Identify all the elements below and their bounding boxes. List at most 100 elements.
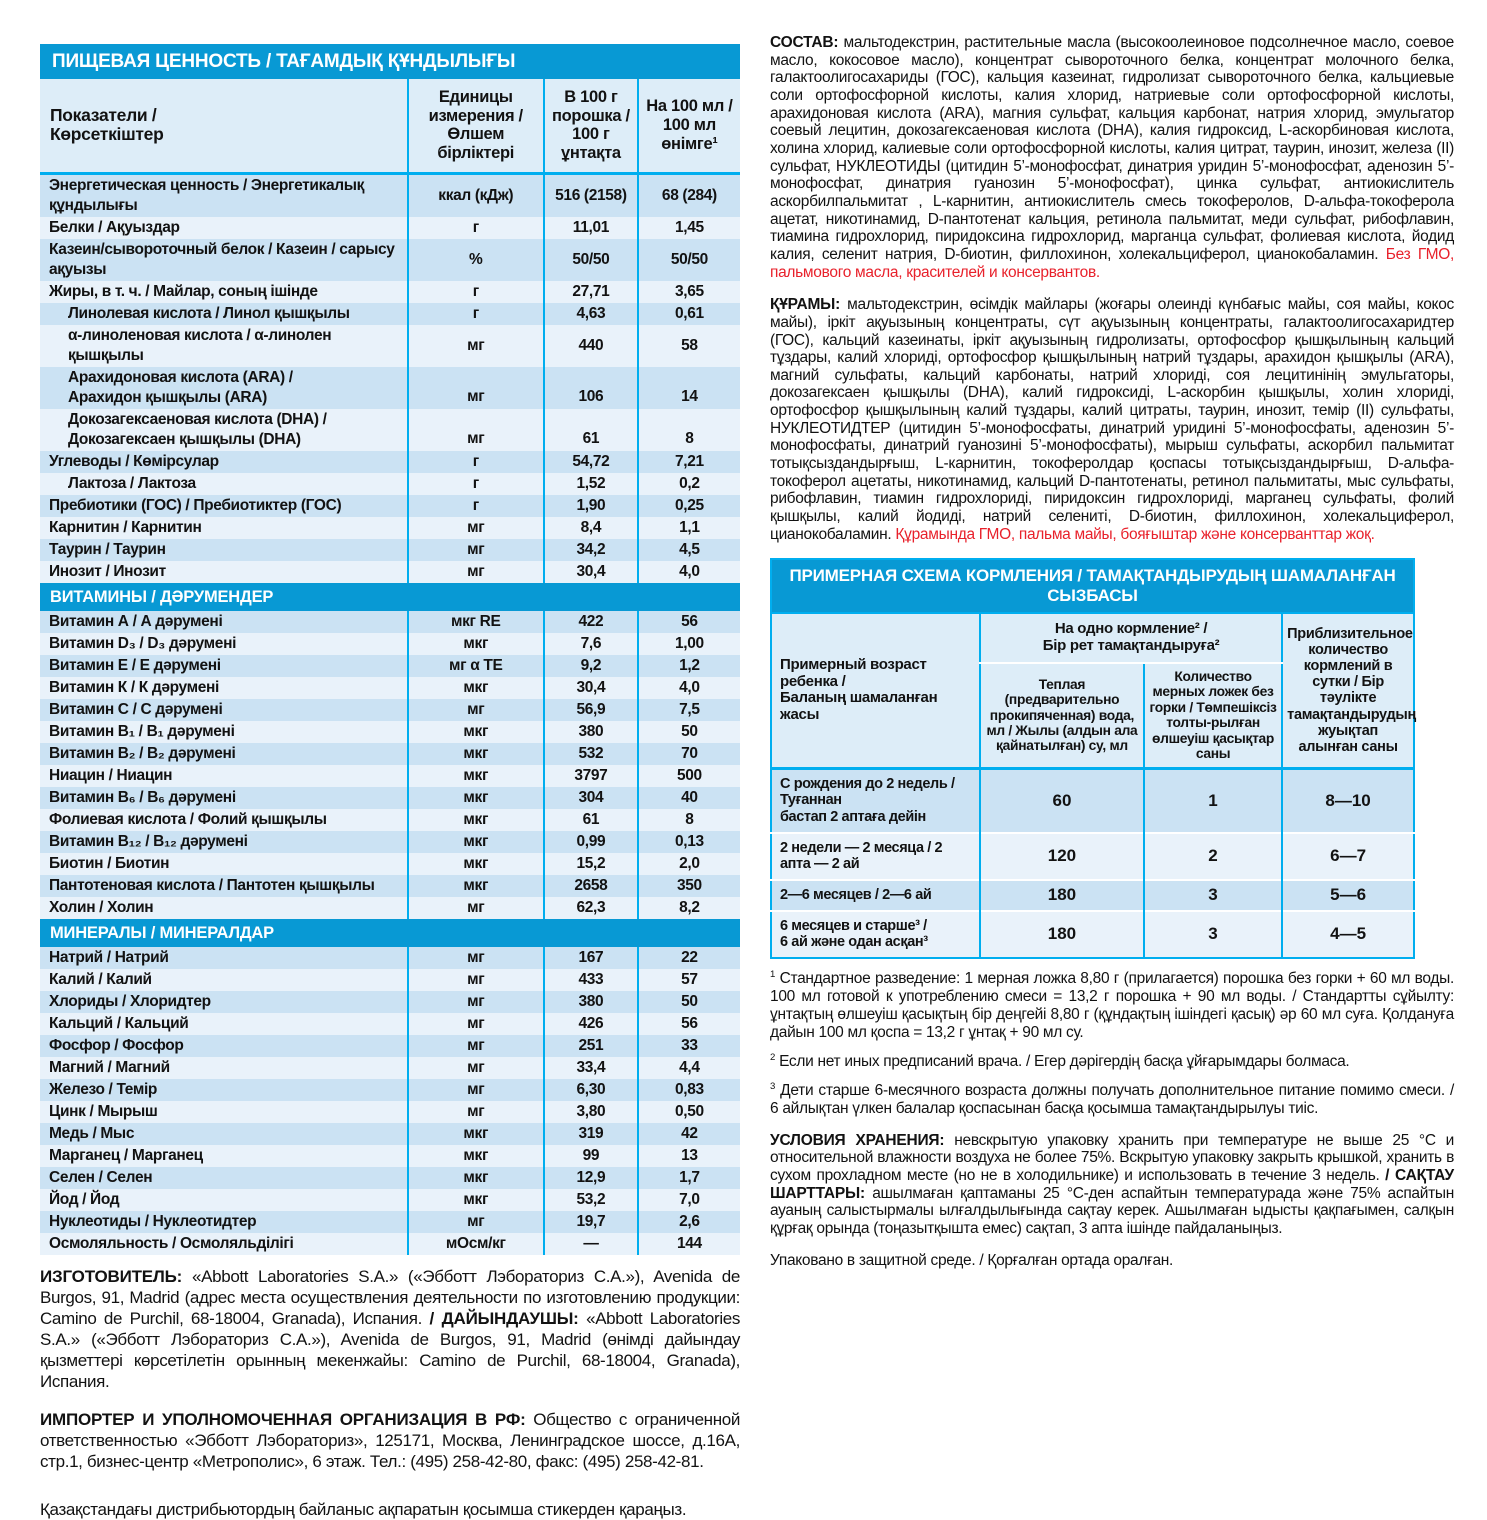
- footnote-1: 1 Стандартное разведение: 1 мерная ложка…: [770, 970, 1454, 1042]
- header-units: Единицы измерения / Өлшем бірліктері: [406, 79, 544, 175]
- footnote-2-mark: 2: [770, 1051, 776, 1063]
- per-100g-cell: 50/50: [543, 238, 638, 281]
- unit-cell: мг: [406, 538, 544, 561]
- table-row: Витамин B₁₂ / B₁₂ дәрумені мкг 0,99 0,13: [40, 830, 740, 853]
- nutrition-table-title: ПИЩЕВАЯ ЦЕННОСТЬ / ТАҒАМДЫҚ ҚҰНДЫЛЫҒЫ: [40, 44, 740, 79]
- per-100g-cell: 251: [543, 1034, 638, 1057]
- nutrient-label-cell: Железо / Темір: [40, 1078, 408, 1101]
- per-100g-cell: 27,71: [543, 280, 638, 303]
- table-row: Энергетическая ценность / Энергетикалық …: [40, 173, 740, 217]
- nutrient-label-cell: Нуклеотиды / Нуклеотидтер: [40, 1210, 408, 1233]
- footnote-1-text: Стандартное разведение: 1 мерная ложка 8…: [770, 969, 1455, 1041]
- per-100g-cell: 3,80: [543, 1100, 638, 1123]
- per-100g-cell: 532: [543, 742, 638, 765]
- per-100g-cell: 426: [543, 1012, 638, 1035]
- unit-cell: мкг RE: [406, 610, 544, 633]
- distributor-note: Қазақстандағы дистрибьютордың байланыс а…: [40, 1500, 687, 1520]
- composition-kz-paragraph: ҚҰРАМЫ: мальтодекстрин, өсімдік майлары …: [770, 296, 1454, 543]
- per-100g-cell: —: [543, 1232, 638, 1255]
- per-100ml-cell: 8,2: [636, 896, 740, 919]
- nutrition-header-row: Показатели / Көрсеткіштер Единицы измере…: [40, 79, 740, 175]
- per-100g-cell: 61: [543, 808, 638, 831]
- scoops-cell: 1: [1142, 767, 1283, 833]
- per-100g-cell: 1,90: [543, 494, 638, 517]
- per-100ml-cell: 40: [636, 786, 740, 809]
- unit-cell: мг: [406, 408, 544, 451]
- nutrient-label-cell: Хлориды / Хлоридтер: [40, 990, 408, 1013]
- nutrient-label-cell: Лактоза / Лактоза: [40, 472, 408, 495]
- feeds-per-day-cell: 5—6: [1281, 878, 1414, 911]
- unit-cell: мкг: [406, 1166, 544, 1189]
- table-row: Витамин B₂ / B₂ дәрумені мкг 532 70: [40, 742, 740, 765]
- unit-cell: мкг: [406, 632, 544, 655]
- per-100g-cell: 12,9: [543, 1166, 638, 1189]
- unit-cell: мг: [406, 1100, 544, 1123]
- water-cell: 180: [978, 909, 1144, 958]
- per-100ml-cell: 2,0: [636, 852, 740, 875]
- composition-ru-paragraph: СОСТАВ: мальтодекстрин, растительные мас…: [770, 34, 1454, 281]
- table-row: Биотин / Биотин мкг 15,2 2,0: [40, 852, 740, 875]
- per-100ml-cell: 1,2: [636, 654, 740, 677]
- nutrient-label-cell: Энергетическая ценность / Энергетикалық …: [40, 173, 408, 217]
- header-scoops: Количество мерных ложек без горки / Төмп…: [1142, 662, 1283, 769]
- per-100ml-cell: 7,5: [636, 698, 740, 721]
- per-100ml-cell: 50/50: [636, 238, 740, 281]
- table-row: Витамин К / К дәрумені мкг 30,4 4,0: [40, 676, 740, 699]
- unit-cell: мг: [406, 968, 544, 991]
- manufacturer-text-kz: «Abbott Laboratories S.A.» («Эбботт Лэбо…: [40, 1308, 741, 1391]
- unit-cell: мг: [406, 1056, 544, 1079]
- per-100ml-cell: 1,00: [636, 632, 740, 655]
- storage-paragraph: УСЛОВИЯ ХРАНЕНИЯ: невскрытую упаковку хр…: [770, 1132, 1454, 1238]
- table-row: Фолиевая кислота / Фолий қышқылы мкг 61 8: [40, 808, 740, 831]
- table-row: 2 недели — 2 месяца / 2 апта — 2 ай 120 2 6…: [771, 831, 1414, 880]
- footnote-2: 2 Если нет иных предписаний врача. / Еге…: [770, 1051, 1454, 1071]
- per-100g-cell: 380: [543, 990, 638, 1013]
- nutrient-label-cell: Магний / Магний: [40, 1056, 408, 1079]
- unit-cell: мг: [406, 946, 544, 969]
- unit-cell: мкг: [406, 786, 544, 809]
- nutrient-label-cell: Биотин / Биотин: [40, 852, 408, 875]
- nutrient-label-cell: Белки / Ақуыздар: [40, 216, 408, 239]
- per-100ml-cell: 4,0: [636, 560, 740, 583]
- unit-cell: мг: [406, 516, 544, 539]
- manufacturer-text-ru: «Abbott Laboratories S.A.» («Эбботт Лэбо…: [40, 1266, 741, 1328]
- footnote-3-mark: 3: [770, 1080, 776, 1092]
- per-100ml-cell: 8: [636, 808, 740, 831]
- footnote-2-text: Если нет иных предписаний врача. / Егер …: [779, 1052, 1350, 1070]
- per-100g-cell: 422: [543, 610, 638, 633]
- left-column: ПИЩЕВАЯ ЦЕННОСТЬ / ТАҒАМДЫҚ ҚҰНДЫЛЫҒЫ По…: [40, 44, 740, 1520]
- table-row: Арахидоновая кислота (ARA) / Арахидон қы…: [40, 366, 740, 409]
- per-100g-cell: 99: [543, 1144, 638, 1167]
- nutrient-label-cell: Холин / Холин: [40, 896, 408, 919]
- table-row: Магний / Магний мг 33,4 4,4: [40, 1056, 740, 1079]
- per-100g-cell: 6,30: [543, 1078, 638, 1101]
- per-100ml-cell: 0,2: [636, 472, 740, 495]
- unit-cell: г: [406, 494, 544, 517]
- scoops-cell: 2: [1142, 831, 1283, 880]
- table-row: Осмоляльность / Осмоляльділігі мОсм/кг —14…: [40, 1232, 740, 1255]
- per-100ml-cell: 68 (284): [636, 173, 740, 217]
- per-100ml-cell: 14: [636, 366, 740, 409]
- footnote-3-text: Дети старше 6-месячного возраста должны …: [770, 1081, 1454, 1117]
- per-100ml-cell: 500: [636, 764, 740, 787]
- per-100g-cell: 11,01: [543, 216, 638, 239]
- per-100g-cell: 0,99: [543, 830, 638, 853]
- nutrition-section-row: ВИТАМИНЫ / ДӘРУМЕНДЕР: [40, 582, 740, 611]
- per-100g-cell: 4,63: [543, 302, 638, 325]
- feeding-table: ПРИМЕРНАЯ СХЕМА КОРМЛЕНИЯ / ТАМАҚТАНДЫРУ…: [770, 558, 1416, 959]
- table-row: Хлориды / Хлоридтер мг 380 50: [40, 990, 740, 1013]
- nutrient-label-cell: Натрий / Натрий: [40, 946, 408, 969]
- table-row: Витамин B₆ / B₆ дәрумені мкг 304 40: [40, 786, 740, 809]
- table-row: Линолевая кислота / Линол қышқылы г 4,63 0,…: [40, 302, 740, 325]
- storage-text-ru: невскрытую упаковку хранить при температ…: [770, 1131, 1454, 1185]
- per-100g-cell: 106: [543, 366, 638, 409]
- unit-cell: мг: [406, 366, 544, 409]
- nutrient-label-cell: Витамин Е / Е дәрумені: [40, 654, 408, 677]
- per-100ml-cell: 7,21: [636, 450, 740, 473]
- manufacturer-paragraph: ИЗГОТОВИТЕЛЬ: «Abbott Laboratories S.A.»…: [40, 1266, 740, 1392]
- nutrient-label-cell: α-линоленовая кислота / α-линолен қышқыл…: [40, 324, 408, 367]
- unit-cell: г: [406, 280, 544, 303]
- unit-cell: ккал (кДж): [406, 173, 544, 217]
- table-row: Калий / Калий мг 433 57: [40, 968, 740, 991]
- nutrient-label-cell: Линолевая кислота / Линол қышқылы: [40, 302, 408, 325]
